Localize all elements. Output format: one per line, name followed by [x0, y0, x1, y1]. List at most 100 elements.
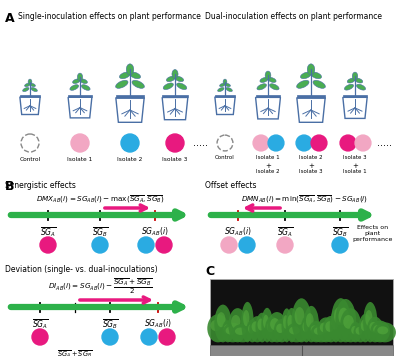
- Ellipse shape: [72, 79, 80, 84]
- Polygon shape: [343, 97, 367, 119]
- Ellipse shape: [367, 317, 384, 342]
- Ellipse shape: [175, 76, 184, 82]
- Circle shape: [159, 329, 175, 345]
- Bar: [343, 95, 367, 97]
- Ellipse shape: [222, 323, 243, 342]
- Ellipse shape: [286, 323, 307, 342]
- Circle shape: [253, 135, 269, 151]
- Ellipse shape: [334, 307, 344, 325]
- Ellipse shape: [302, 321, 308, 332]
- Ellipse shape: [289, 326, 300, 334]
- Ellipse shape: [355, 78, 363, 83]
- Ellipse shape: [377, 326, 388, 334]
- Ellipse shape: [354, 323, 367, 342]
- Text: Isolate 1: Isolate 1: [256, 155, 280, 160]
- Ellipse shape: [295, 307, 304, 325]
- Bar: [256, 95, 280, 98]
- Text: B: B: [5, 180, 14, 193]
- Ellipse shape: [210, 320, 221, 331]
- Bar: [20, 95, 40, 97]
- Text: Control: Control: [20, 157, 40, 162]
- Ellipse shape: [311, 324, 332, 342]
- Text: Dual-inoculation effects on plant performance: Dual-inoculation effects on plant perfor…: [205, 12, 382, 21]
- Ellipse shape: [241, 302, 254, 342]
- Text: $\overline{SG_A}$: $\overline{SG_A}$: [277, 225, 293, 239]
- Text: $\overline{SG_B}$: $\overline{SG_B}$: [332, 225, 348, 239]
- Circle shape: [166, 134, 184, 152]
- Text: $\overline{SG_B}$: $\overline{SG_B}$: [92, 225, 108, 239]
- Text: $DI_{AB}(i) = SG_{AB}(i) - \dfrac{\overline{SG_A} + \overline{SG_B}}{2}$: $DI_{AB}(i) = SG_{AB}(i) - \dfrac{\overl…: [48, 277, 152, 296]
- Text: $SG_{AB}(i)$: $SG_{AB}(i)$: [144, 317, 172, 330]
- Bar: [162, 95, 188, 98]
- Ellipse shape: [235, 328, 246, 335]
- Ellipse shape: [223, 79, 227, 85]
- Ellipse shape: [356, 327, 362, 335]
- Ellipse shape: [226, 327, 236, 335]
- Ellipse shape: [77, 73, 83, 81]
- Text: $SG_{AB}(i)$: $SG_{AB}(i)$: [224, 225, 252, 237]
- Ellipse shape: [311, 72, 322, 79]
- Ellipse shape: [207, 314, 229, 342]
- Ellipse shape: [365, 310, 372, 326]
- Text: $\overline{SG_A}$: $\overline{SG_A}$: [32, 317, 48, 331]
- Circle shape: [21, 134, 39, 152]
- Ellipse shape: [306, 313, 314, 328]
- Ellipse shape: [363, 302, 378, 342]
- Ellipse shape: [80, 79, 88, 84]
- Ellipse shape: [222, 320, 234, 342]
- Ellipse shape: [325, 321, 334, 332]
- Text: Control: Control: [215, 155, 235, 160]
- Ellipse shape: [130, 72, 140, 79]
- Polygon shape: [68, 97, 92, 118]
- Text: $DMN_{AB}(i) = \min(\overline{SG_A},\overline{SG_B}) - SG_{AB}(i)$: $DMN_{AB}(i) = \min(\overline{SG_A},\ove…: [242, 193, 368, 205]
- Bar: [210, 345, 393, 356]
- Polygon shape: [20, 97, 40, 115]
- Ellipse shape: [261, 308, 273, 342]
- Ellipse shape: [132, 80, 144, 88]
- Circle shape: [102, 329, 118, 345]
- Ellipse shape: [338, 308, 349, 325]
- Ellipse shape: [249, 316, 266, 342]
- Text: $SG_{AB}(i)$: $SG_{AB}(i)$: [141, 225, 169, 237]
- Text: Deviation (single- vs. dual-inoculations): Deviation (single- vs. dual-inoculations…: [5, 265, 158, 274]
- Polygon shape: [215, 97, 235, 115]
- Ellipse shape: [282, 308, 292, 342]
- Ellipse shape: [166, 76, 175, 82]
- Polygon shape: [256, 98, 280, 119]
- Ellipse shape: [373, 325, 383, 334]
- Ellipse shape: [288, 315, 294, 329]
- Circle shape: [268, 135, 284, 151]
- Circle shape: [296, 135, 312, 151]
- Bar: [297, 95, 325, 98]
- Ellipse shape: [30, 83, 35, 87]
- Ellipse shape: [270, 84, 279, 90]
- Polygon shape: [116, 98, 144, 122]
- Text: A: A: [5, 12, 15, 25]
- Circle shape: [141, 329, 157, 345]
- Ellipse shape: [224, 325, 230, 334]
- Text: C: C: [205, 265, 214, 278]
- Ellipse shape: [214, 305, 232, 342]
- Circle shape: [277, 237, 293, 253]
- Text: $\overline{SG_A}$: $\overline{SG_A}$: [40, 225, 56, 239]
- Ellipse shape: [232, 324, 253, 342]
- Ellipse shape: [267, 312, 287, 342]
- Ellipse shape: [28, 79, 32, 85]
- Circle shape: [32, 329, 48, 345]
- Text: Offset effects: Offset effects: [205, 181, 256, 190]
- Ellipse shape: [31, 88, 37, 91]
- Ellipse shape: [356, 84, 366, 90]
- Ellipse shape: [274, 319, 290, 342]
- Ellipse shape: [300, 72, 311, 79]
- Text: .....: .....: [377, 138, 392, 148]
- Ellipse shape: [359, 314, 372, 342]
- Ellipse shape: [268, 78, 276, 83]
- Ellipse shape: [349, 322, 362, 342]
- Circle shape: [311, 135, 327, 151]
- Ellipse shape: [344, 84, 354, 90]
- Bar: [215, 95, 235, 97]
- Ellipse shape: [226, 88, 232, 91]
- Ellipse shape: [331, 298, 350, 342]
- Ellipse shape: [248, 324, 254, 333]
- Polygon shape: [297, 98, 325, 122]
